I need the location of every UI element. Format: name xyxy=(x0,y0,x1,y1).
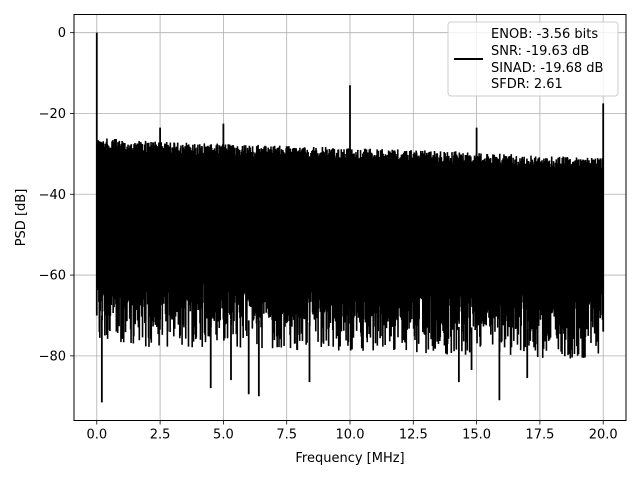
x-tick-label: 12.5 xyxy=(399,428,428,443)
ticks: 0.0 2.5 5.0 7.5 10.0 12.5 15.0 17.5 20.0 0 −20 −40 −… xyxy=(39,26,618,442)
psd-trace xyxy=(95,32,605,403)
legend: ENOB: -3.56 bits SNR: -19.63 dB SINAD: -… xyxy=(447,21,619,97)
y-axis-label: PSD [dB] xyxy=(14,189,29,247)
y-tick-label: −40 xyxy=(39,188,66,203)
x-tick-label: 17.5 xyxy=(525,428,554,443)
y-tick-label: −20 xyxy=(39,107,66,122)
y-tick-label: −60 xyxy=(39,269,66,284)
legend-text-sfdr: SFDR: 2.61 xyxy=(491,77,563,92)
legend-text-enob: ENOB: -3.56 bits xyxy=(491,27,598,42)
x-tick-label: 5.0 xyxy=(213,428,234,443)
legend-text-snr: SNR: -19.63 dB xyxy=(491,44,589,59)
x-axis-label: Frequency [MHz] xyxy=(295,451,404,466)
legend-box xyxy=(447,21,619,97)
x-tick-label: 20.0 xyxy=(589,428,618,443)
x-tick-label: 15.0 xyxy=(462,428,491,443)
x-tick-label: 10.0 xyxy=(336,428,365,443)
x-tick-label: 7.5 xyxy=(276,428,297,443)
y-tick-label: 0 xyxy=(58,26,66,41)
y-tick-label: −80 xyxy=(39,349,66,364)
legend-text-sinad: SINAD: -19.68 dB xyxy=(491,61,603,76)
x-tick-label: 0.0 xyxy=(86,428,107,443)
x-tick-label: 2.5 xyxy=(150,428,171,443)
